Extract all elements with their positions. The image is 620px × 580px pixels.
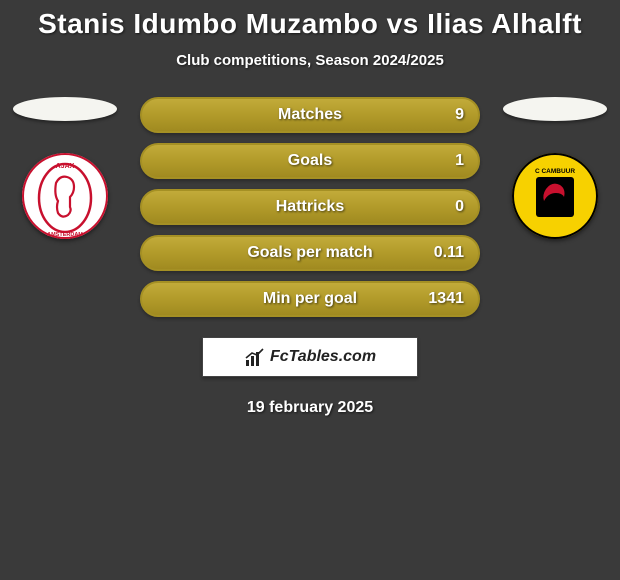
- svg-text:C CAMBUUR: C CAMBUUR: [535, 168, 575, 175]
- brand-box[interactable]: FcTables.com: [202, 337, 418, 377]
- svg-text:AMSTERDAM: AMSTERDAM: [47, 232, 83, 238]
- stat-value: 0.11: [434, 244, 464, 262]
- stat-row-matches: Matches 9: [140, 97, 480, 133]
- stat-label: Hattricks: [276, 198, 344, 216]
- brand-text: FcTables.com: [270, 348, 376, 366]
- date-text: 19 february 2025: [0, 399, 620, 417]
- left-player-ellipse: [13, 97, 117, 121]
- svg-text:AJAX: AJAX: [56, 163, 75, 170]
- stat-label: Matches: [278, 106, 342, 124]
- stat-label: Goals: [288, 152, 332, 170]
- stat-label: Goals per match: [247, 244, 372, 262]
- stat-value: 0: [455, 198, 464, 216]
- main-row: AJAX AMSTERDAM Matches 9 Goals 1 Hattric…: [0, 97, 620, 317]
- stat-value: 1341: [428, 290, 464, 308]
- stat-label: Min per goal: [263, 290, 357, 308]
- left-club-badge: AJAX AMSTERDAM: [22, 153, 108, 239]
- stats-column: Matches 9 Goals 1 Hattricks 0 Goals per …: [140, 97, 480, 317]
- stat-row-goals-per-match: Goals per match 0.11: [140, 235, 480, 271]
- stat-value: 1: [455, 152, 464, 170]
- stat-value: 9: [455, 106, 464, 124]
- stat-row-goals: Goals 1: [140, 143, 480, 179]
- left-column: AJAX AMSTERDAM: [10, 97, 120, 239]
- stat-row-min-per-goal: Min per goal 1341: [140, 281, 480, 317]
- stat-row-hattricks: Hattricks 0: [140, 189, 480, 225]
- right-column: C CAMBUUR: [500, 97, 610, 239]
- comparison-card: Stanis Idumbo Muzambo vs Ilias Alhalft C…: [0, 0, 620, 417]
- cambuur-badge-icon: C CAMBUUR: [512, 153, 598, 239]
- right-club-badge: C CAMBUUR: [512, 153, 598, 239]
- page-title: Stanis Idumbo Muzambo vs Ilias Alhalft: [0, 8, 620, 40]
- right-player-ellipse: [503, 97, 607, 121]
- ajax-badge-icon: AJAX AMSTERDAM: [22, 153, 108, 239]
- chart-icon: [244, 346, 266, 368]
- subtitle: Club competitions, Season 2024/2025: [0, 52, 620, 69]
